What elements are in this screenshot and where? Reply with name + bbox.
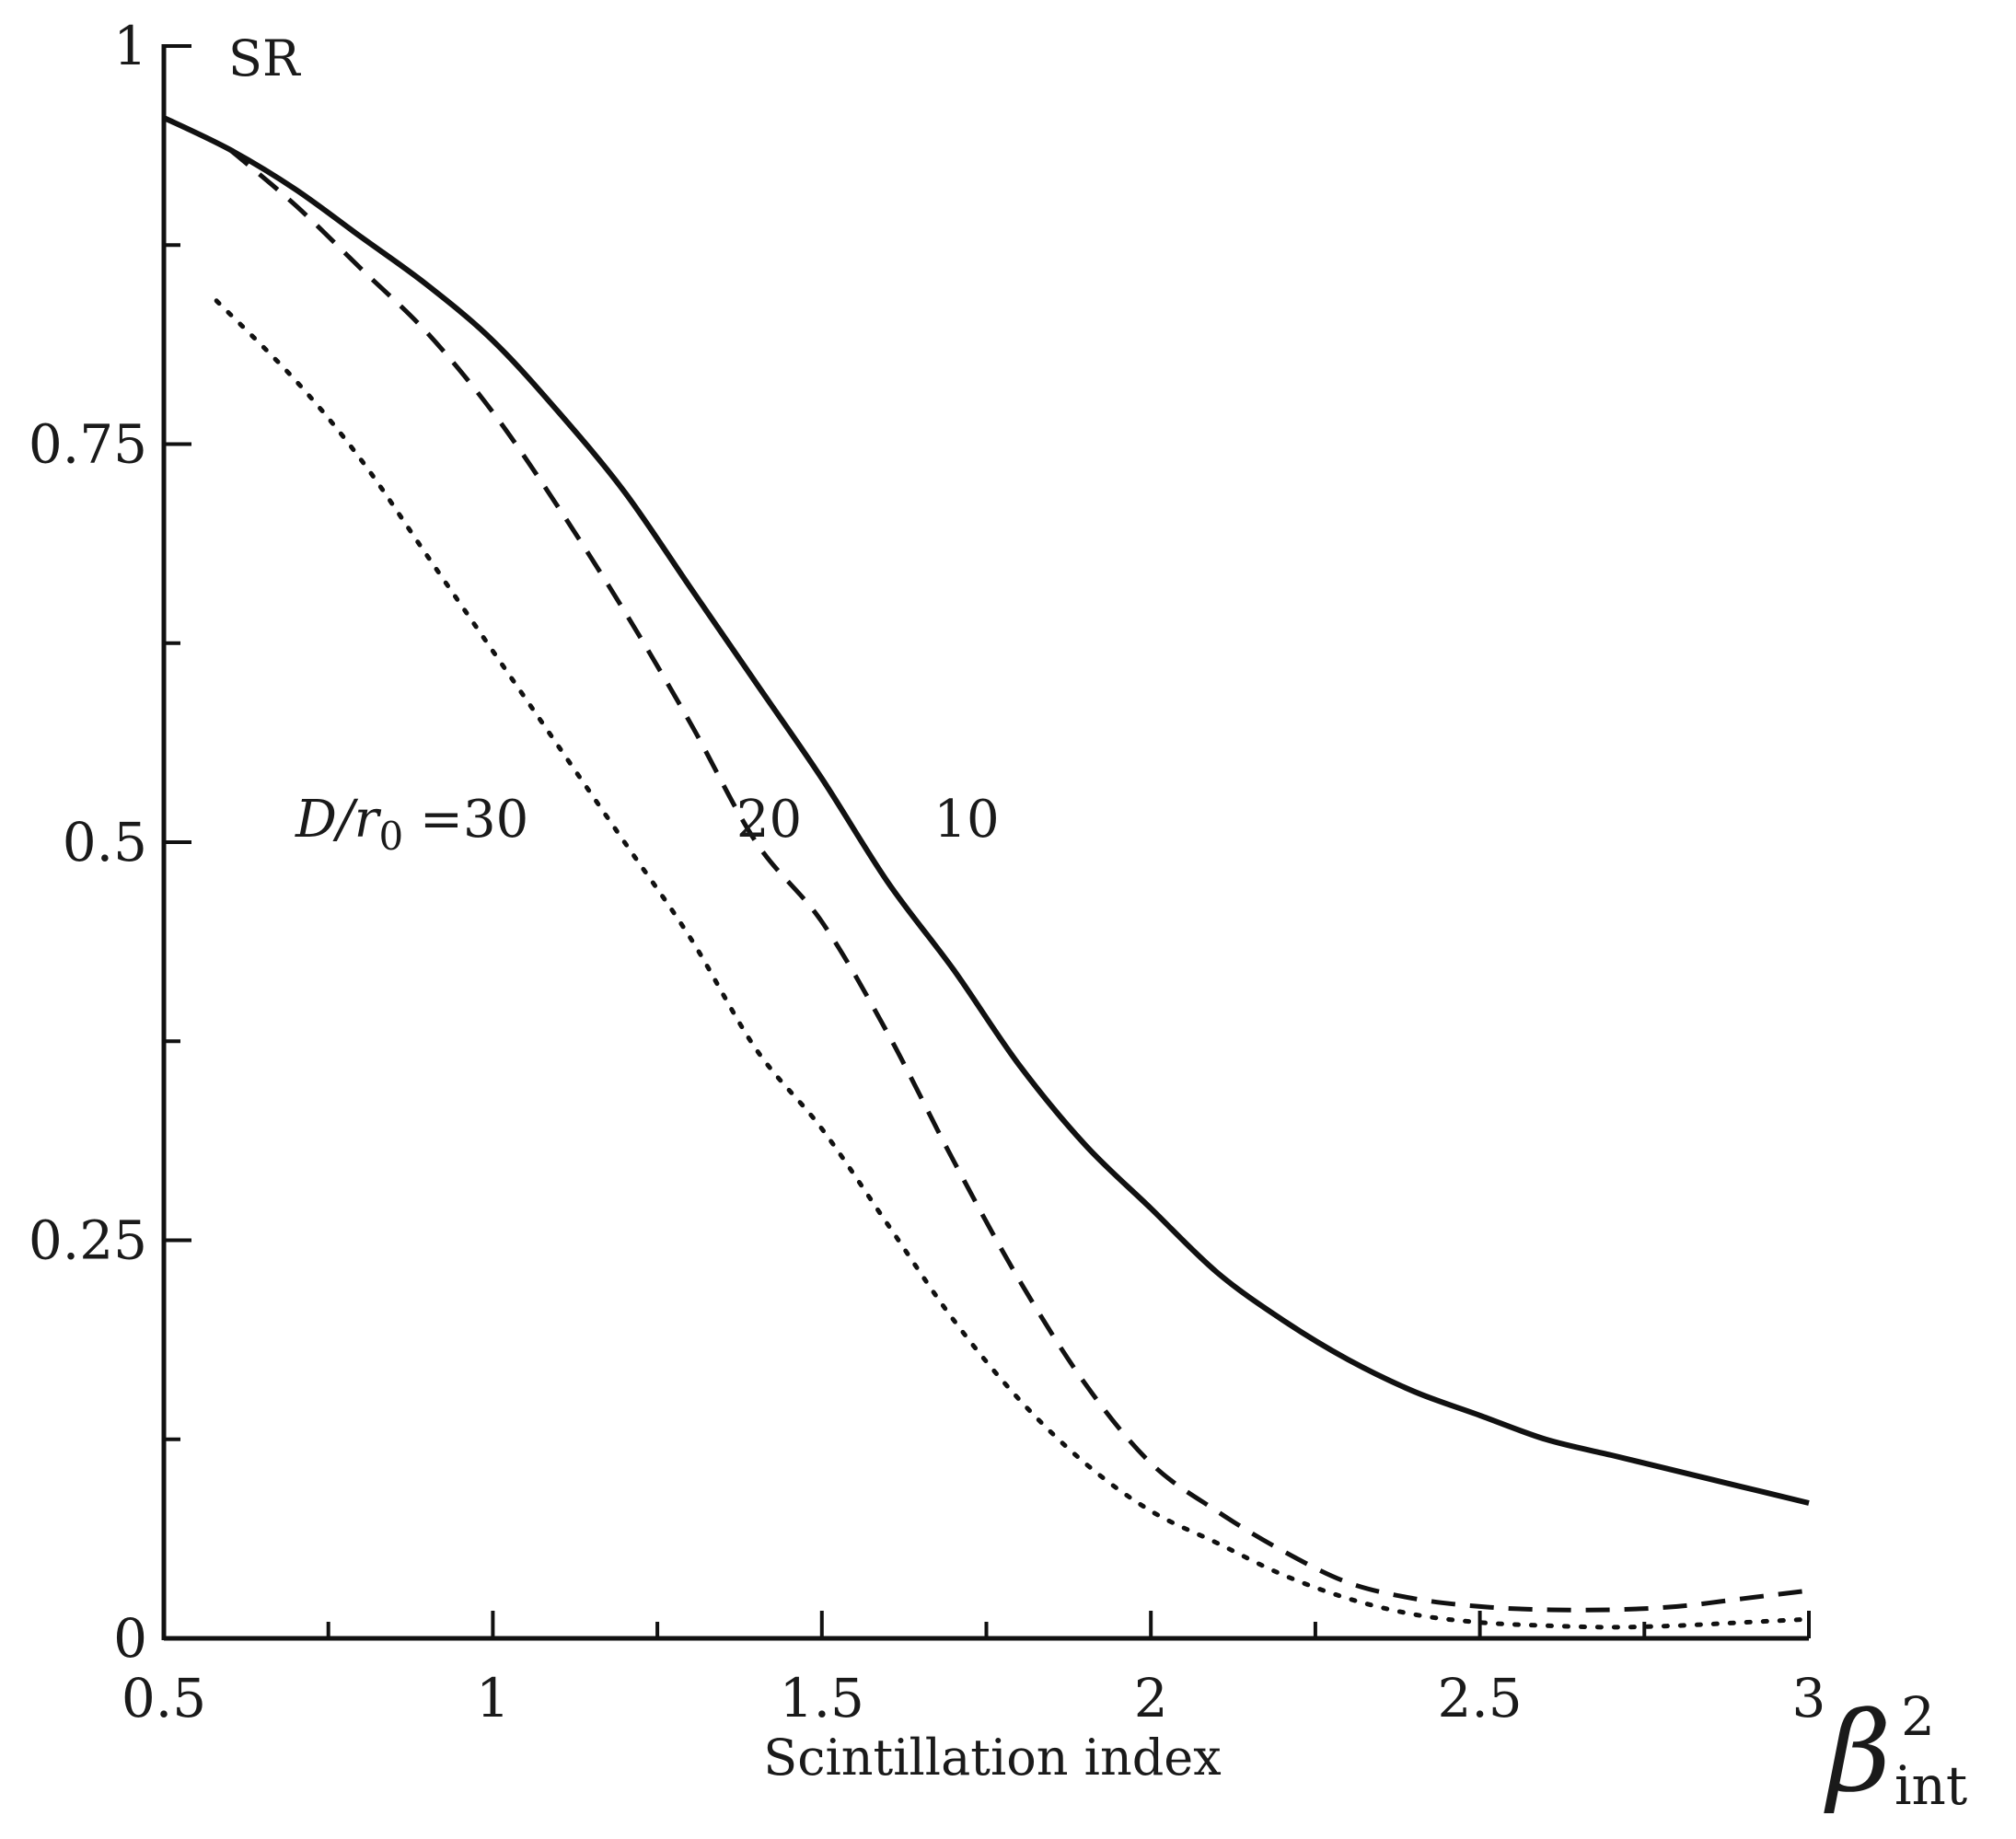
curve-label-10: 10	[933, 790, 999, 850]
ticks	[162, 44, 1811, 1640]
x-tick-label: 2.5	[1437, 1667, 1522, 1729]
x-axis-symbol: β 2 int	[1824, 1685, 1967, 1817]
series-line-dashed	[227, 147, 1810, 1613]
annotation-labels: SR Scintillation index β 2 int D/r0 =30 …	[228, 29, 1967, 1817]
curve-label-30-sub: 0	[379, 814, 404, 859]
y-tick-label: 0.75	[29, 413, 147, 476]
series-line-dotted	[214, 298, 1812, 1630]
series-line-solid	[162, 115, 1810, 1506]
y-tick-label: 0.25	[29, 1209, 147, 1272]
x-axis-title: Scintillation index	[763, 1729, 1221, 1787]
x-tick-label: 3	[1792, 1667, 1826, 1729]
x-tick-label: 0.5	[122, 1667, 206, 1729]
series-group	[162, 115, 1812, 1630]
beta-subscript: int	[1894, 1754, 1967, 1817]
beta-symbol: β	[1824, 1689, 1891, 1817]
curve-label-30: D/r0 =30	[295, 790, 528, 859]
curve-label-30-italic: D/r	[295, 790, 382, 850]
x-tick-label: 1.5	[780, 1667, 864, 1729]
beta-superscript: 2	[1901, 1685, 1935, 1748]
curve-label-20: 20	[736, 790, 802, 850]
y-tick-label: 1	[113, 15, 147, 77]
curve-label-30-rest: =30	[403, 790, 528, 850]
tick-labels: 0.5 1 1.5 2 2.5 3 0 0.25 0.5 0.75 1	[29, 15, 1826, 1729]
y-tick-label: 0	[113, 1607, 147, 1670]
y-axis-title: SR	[228, 29, 301, 87]
x-tick-label: 2	[1134, 1667, 1168, 1729]
y-tick-label: 0.5	[63, 811, 147, 873]
x-tick-label: 1	[476, 1667, 510, 1729]
